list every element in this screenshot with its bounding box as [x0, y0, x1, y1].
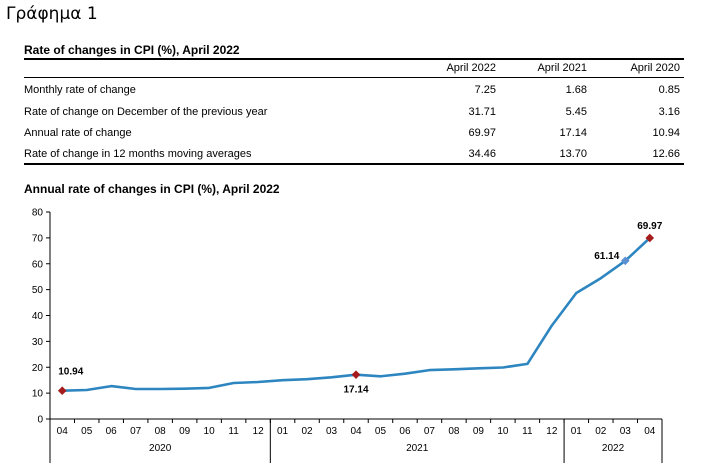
cell-value: 10.94 [652, 127, 680, 139]
year-label: 2020 [149, 443, 172, 454]
x-tick-label: 09 [179, 426, 191, 437]
data-point-marker [620, 256, 630, 266]
x-tick-label: 04 [57, 426, 69, 437]
y-tick-label: 0 [37, 415, 43, 426]
row-label: Annual rate of change [24, 127, 132, 139]
data-label: 10.94 [58, 367, 83, 378]
x-tick-label: 08 [448, 426, 460, 437]
page-heading: Γράφημα 1 [6, 4, 98, 24]
x-tick-label: 01 [571, 426, 583, 437]
x-tick-label: 12 [546, 426, 558, 437]
cell-value: 0.85 [658, 84, 680, 96]
table-row: Monthly rate of change 7.25 1.68 0.85 [24, 84, 684, 102]
cell-value: 7.25 [474, 84, 496, 96]
cell-value: 5.45 [565, 106, 587, 118]
table-title: Rate of changes in CPI (%), April 2022 [24, 43, 240, 57]
cell-value: 3.16 [658, 106, 680, 118]
chart-title: Annual rate of changes in CPI (%), April… [24, 182, 280, 196]
col-header-april-2022: April 2022 [446, 62, 496, 74]
data-label: 69.97 [637, 221, 662, 232]
x-tick-label: 01 [277, 426, 289, 437]
x-tick-label: 11 [228, 426, 239, 437]
x-tick-label: 12 [253, 426, 265, 437]
data-label: 17.14 [343, 385, 368, 396]
y-tick-label: 70 [32, 233, 44, 244]
y-tick-label: 20 [32, 363, 44, 374]
x-tick-label: 03 [620, 426, 632, 437]
x-tick-label: 06 [106, 426, 118, 437]
cell-value: 31.71 [468, 106, 496, 118]
x-tick-label: 08 [155, 426, 167, 437]
cell-value: 69.97 [468, 127, 496, 139]
x-tick-label: 06 [399, 426, 411, 437]
row-label: Monthly rate of change [24, 84, 136, 96]
y-tick-label: 40 [32, 311, 44, 322]
x-tick-label: 02 [301, 426, 313, 437]
table-row: Rate of change in 12 months moving avera… [24, 148, 684, 166]
cell-value: 34.46 [468, 148, 496, 160]
x-tick-label: 02 [595, 426, 607, 437]
table-row: Rate of change on December of the previo… [24, 106, 684, 124]
year-label: 2021 [406, 443, 429, 454]
cell-value: 1.68 [565, 84, 587, 96]
data-point-marker [351, 370, 361, 379]
x-tick-label: 10 [204, 426, 216, 437]
y-tick-label: 80 [32, 208, 44, 219]
data-point-marker [645, 233, 655, 243]
y-tick-label: 10 [32, 389, 44, 400]
x-tick-label: 07 [130, 426, 142, 437]
year-label: 2022 [602, 443, 625, 454]
data-label: 61.14 [594, 251, 619, 262]
x-tick-label: 04 [350, 426, 362, 437]
y-tick-label: 30 [32, 337, 44, 348]
col-header-april-2021: April 2021 [537, 62, 587, 74]
y-tick-label: 60 [32, 259, 44, 270]
x-tick-label: 05 [81, 426, 93, 437]
x-tick-label: 07 [424, 426, 436, 437]
table-bottom-rule [24, 163, 684, 165]
x-tick-label: 11 [522, 426, 533, 437]
table-header-rule [24, 77, 684, 78]
cell-value: 13.70 [559, 148, 587, 160]
table-top-rule [24, 58, 684, 60]
x-tick-label: 10 [497, 426, 509, 437]
table-row: Annual rate of change 69.97 17.14 10.94 [24, 127, 684, 145]
data-point-marker [57, 386, 67, 395]
x-tick-label: 05 [375, 426, 387, 437]
row-label: Rate of change on December of the previo… [24, 106, 268, 118]
col-header-april-2020: April 2020 [630, 62, 680, 74]
x-tick-label: 03 [326, 426, 338, 437]
x-tick-label: 04 [644, 426, 656, 437]
cell-value: 17.14 [559, 127, 587, 139]
series-line [60, 236, 652, 392]
y-tick-label: 50 [32, 285, 44, 296]
row-label: Rate of change in 12 months moving avera… [24, 148, 252, 160]
cell-value: 12.66 [652, 148, 680, 160]
x-tick-label: 09 [473, 426, 485, 437]
